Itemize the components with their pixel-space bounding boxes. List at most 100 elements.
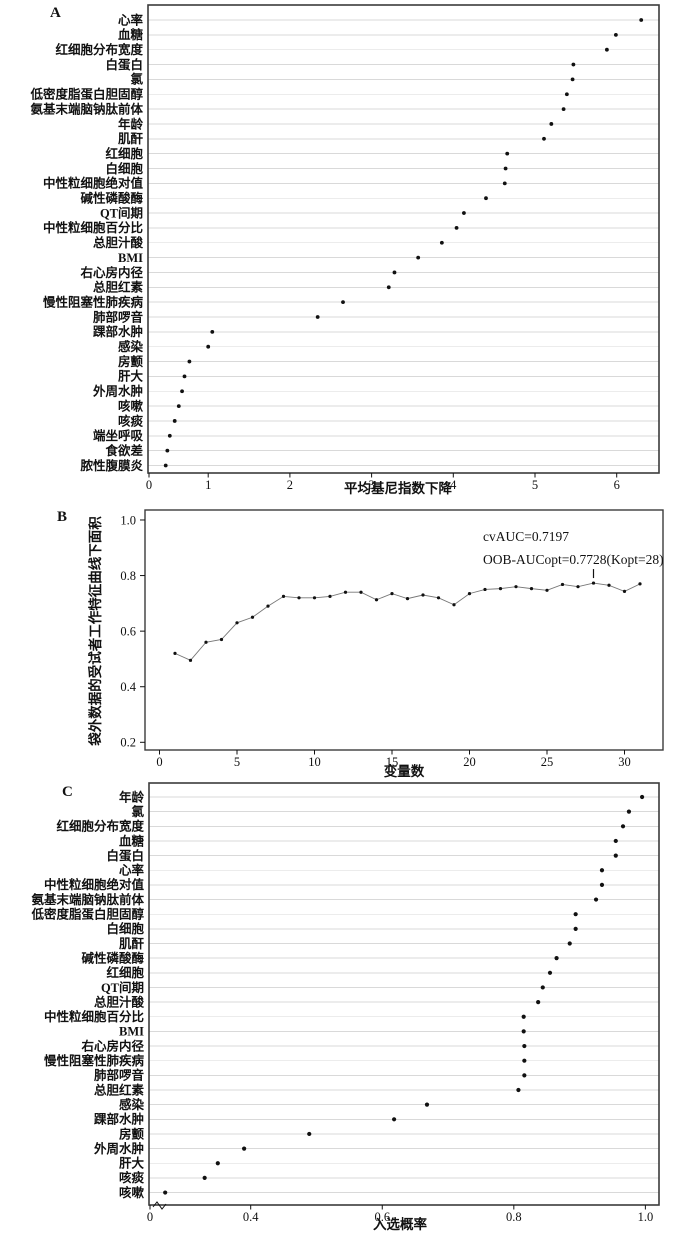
category-label: 食欲差 xyxy=(104,443,143,458)
data-point xyxy=(502,181,507,186)
x-tick-label: 10 xyxy=(308,755,321,769)
x-tick-label: 1.0 xyxy=(638,1210,654,1224)
trend-line xyxy=(174,582,641,661)
data-point xyxy=(564,92,569,97)
category-label: 总胆红素 xyxy=(93,280,144,295)
category-label: 肌酐 xyxy=(118,936,145,951)
data-point xyxy=(297,596,301,600)
category-label: 肝大 xyxy=(119,1156,145,1171)
category-label: 血糖 xyxy=(118,27,144,42)
category-label: 白蛋白 xyxy=(105,57,143,72)
data-point xyxy=(343,590,348,594)
category-label: 外周水肿 xyxy=(92,384,143,399)
data-point xyxy=(576,585,580,589)
data-point xyxy=(549,122,554,126)
panel-a: 0 1 2 3 4 5 6 心率血糖红细胞分布宽度白蛋白氯低密度脂蛋白胆固醇氨基末端脑钠肽前体… xyxy=(29,4,660,492)
data-point xyxy=(573,912,578,917)
data-point xyxy=(484,196,488,201)
data-point xyxy=(165,448,170,453)
data-point xyxy=(505,151,510,156)
data-point xyxy=(416,255,421,260)
category-label: 踝部水肿 xyxy=(93,324,143,339)
panel-b: 0.2 0.4 0.6 0.8 1.0 0 5 10 15 20 25 30 xyxy=(120,509,664,769)
data-point xyxy=(176,404,181,408)
panel-b-xaxis-title: 变量数 xyxy=(384,763,425,779)
x-tick-label: 30 xyxy=(618,755,631,769)
category-label: 碱性磷酸酶 xyxy=(80,191,143,206)
plot-border xyxy=(144,509,664,751)
category-label: 氯 xyxy=(130,72,143,87)
data-point xyxy=(235,621,239,625)
data-point xyxy=(522,1073,527,1078)
data-point xyxy=(483,587,487,592)
data-point xyxy=(390,592,394,596)
data-point xyxy=(599,882,605,888)
data-point xyxy=(522,1058,527,1063)
data-point xyxy=(573,926,578,931)
data-point xyxy=(639,794,645,800)
panel-b-letter: B xyxy=(57,509,67,525)
category-label: 白蛋白 xyxy=(106,848,144,863)
data-point xyxy=(498,587,503,591)
category-label: 年龄 xyxy=(119,789,145,804)
data-point xyxy=(188,658,193,662)
data-point xyxy=(452,603,456,607)
category-label: 总胆红素 xyxy=(94,1082,145,1097)
data-point xyxy=(536,1000,541,1005)
category-label: 中性粒细胞绝对值 xyxy=(44,877,145,892)
data-point xyxy=(547,970,553,975)
category-label: 慢性阻塞性肺疾病 xyxy=(43,294,144,309)
data-point xyxy=(187,359,192,364)
data-point xyxy=(514,585,518,589)
data-point xyxy=(172,419,177,423)
x-tick-label: 3 xyxy=(368,478,374,492)
category-label: 慢性阻塞性肺疾病 xyxy=(44,1053,145,1068)
data-point xyxy=(242,1146,247,1151)
panel-b-yaxis-title: 袋外数据的受试者工作特征曲线下面积 xyxy=(87,516,103,747)
data-point xyxy=(392,1117,397,1122)
category-label: 中性粒细胞绝对值 xyxy=(43,176,144,191)
category-label: 白细胞 xyxy=(106,921,144,936)
category-label: 血糖 xyxy=(119,833,145,848)
x-tick-label: 0 xyxy=(146,478,152,492)
category-label: 总胆汁酸 xyxy=(93,235,144,250)
category-label: 红细胞分布宽度 xyxy=(56,819,144,834)
data-point xyxy=(281,594,286,599)
data-point xyxy=(204,640,208,644)
data-point xyxy=(250,615,255,619)
category-label: BMI xyxy=(118,251,143,265)
plot-border xyxy=(148,782,660,1206)
panel-c: 0 0.4 0.6 0.8 1.0 年龄氯红细胞分布宽度血糖白蛋白心率中性粒细胞绝对值氨基… xyxy=(30,782,660,1224)
category-label: 氯 xyxy=(131,804,144,819)
data-point xyxy=(567,941,572,946)
x-tick-label: 5 xyxy=(234,755,240,769)
category-label: 中性粒细胞百分比 xyxy=(43,220,144,235)
data-point xyxy=(521,1014,526,1019)
data-point xyxy=(599,868,605,873)
data-point xyxy=(593,897,599,902)
data-point xyxy=(163,463,168,468)
category-label: 肺部啰音 xyxy=(93,309,144,324)
category-label: 房颤 xyxy=(118,354,144,369)
category-label: 肌酐 xyxy=(117,131,144,146)
data-point xyxy=(215,1161,220,1166)
data-point xyxy=(604,47,609,52)
category-label: 白细胞 xyxy=(105,161,143,176)
data-point xyxy=(163,1190,168,1195)
data-point xyxy=(571,62,576,67)
category-label: 端坐呼吸 xyxy=(93,428,144,443)
data-point xyxy=(182,374,187,379)
x-tick-label: 1 xyxy=(205,478,211,492)
x-tick-label: 6 xyxy=(614,478,620,492)
category-label: 肝大 xyxy=(118,369,144,384)
data-point xyxy=(613,32,618,37)
cvauc-annotation: cvAUC=0.7197 xyxy=(483,529,569,544)
category-label: 心率 xyxy=(119,863,145,878)
category-label: 感染 xyxy=(118,339,144,354)
data-point xyxy=(424,1102,430,1107)
axis-break xyxy=(152,1201,167,1210)
x-tick-label: 4 xyxy=(450,478,457,492)
data-point xyxy=(522,1043,527,1049)
